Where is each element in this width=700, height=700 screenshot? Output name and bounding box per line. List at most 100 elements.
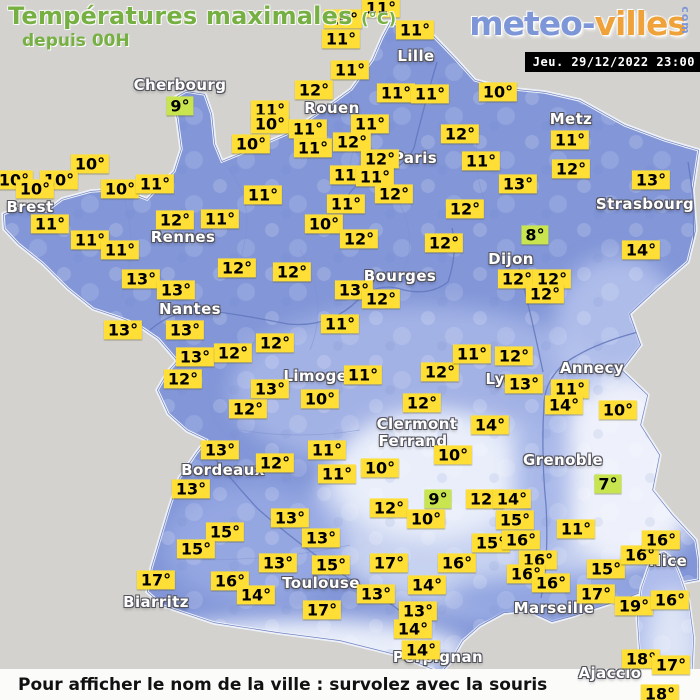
temperature-label[interactable]: 11°: [556, 519, 596, 539]
temperature-label[interactable]: 12°: [497, 269, 537, 289]
temperature-label[interactable]: 13°: [200, 440, 240, 460]
temperature-label[interactable]: 15°: [205, 522, 245, 542]
temperature-label[interactable]: 10°: [300, 389, 340, 409]
temperature-label[interactable]: 10°: [15, 179, 55, 199]
temperature-label[interactable]: 13°: [398, 601, 438, 621]
temperature-label[interactable]: 12°: [339, 229, 379, 249]
temperature-label[interactable]: 11°: [452, 344, 492, 364]
temperature-label[interactable]: 12°: [213, 343, 253, 363]
temperature-label[interactable]: 11°: [317, 464, 357, 484]
temperature-label[interactable]: 11°: [243, 185, 283, 205]
temperature-label[interactable]: 10°: [323, 9, 363, 29]
temperature-label[interactable]: 14°: [492, 489, 532, 509]
temperature-label[interactable]: 11°: [135, 174, 175, 194]
temperature-label[interactable]: 11°: [361, 0, 401, 18]
temperature-label[interactable]: 13°: [631, 170, 671, 190]
temperature-label[interactable]: 16°: [620, 545, 660, 565]
temperature-label[interactable]: 12°: [445, 199, 485, 219]
temperature-label[interactable]: 8°: [521, 225, 549, 245]
temperature-label[interactable]: 13°: [258, 553, 298, 573]
temperature-label[interactable]: 16°: [437, 553, 477, 573]
meteo-villes-logo[interactable]: meteo-villes: [469, 4, 687, 43]
temperature-label[interactable]: 11°: [100, 240, 140, 260]
temperature-label[interactable]: 16°: [641, 530, 681, 550]
temperature-label[interactable]: 11°: [288, 119, 328, 139]
temperature-label[interactable]: 13°: [356, 584, 396, 604]
temperature-label[interactable]: 12°: [255, 453, 295, 473]
temperature-label[interactable]: 14°: [393, 619, 433, 639]
temperature-label[interactable]: 12°: [163, 369, 203, 389]
temperature-label[interactable]: 12°: [255, 333, 295, 353]
temperature-label[interactable]: 10°: [231, 134, 271, 154]
temperature-label[interactable]: 11°: [461, 151, 501, 171]
temperature-label[interactable]: 12°: [440, 124, 480, 144]
temperature-label[interactable]: 11°: [343, 365, 383, 385]
temperature-label[interactable]: 14°: [407, 575, 447, 595]
temperature-label[interactable]: 12°: [551, 159, 591, 179]
temperature-label[interactable]: 12°: [424, 233, 464, 253]
temperature-label[interactable]: 12°: [217, 258, 257, 278]
temperature-label[interactable]: 14°: [401, 640, 441, 660]
temperature-label[interactable]: 13°: [250, 379, 290, 399]
temperature-label[interactable]: 13°: [175, 347, 215, 367]
temperature-label[interactable]: 17°: [576, 584, 616, 604]
temperature-label[interactable]: 10°: [304, 214, 344, 234]
temperature-label[interactable]: 13°: [171, 479, 211, 499]
temperature-label[interactable]: 11°: [30, 214, 70, 234]
temperature-label[interactable]: 16°: [650, 590, 690, 610]
temperature-label[interactable]: 14°: [544, 395, 584, 415]
temperature-label[interactable]: 12°: [228, 399, 268, 419]
temperature-label[interactable]: 16°: [531, 573, 571, 593]
temperature-label[interactable]: 13°: [156, 280, 196, 300]
temperature-label[interactable]: 12°: [361, 289, 401, 309]
temperature-label[interactable]: 12°: [532, 269, 572, 289]
temperature-label[interactable]: 9°: [166, 96, 194, 116]
temperature-label[interactable]: 14°: [470, 415, 510, 435]
temperature-label[interactable]: 15°: [586, 559, 626, 579]
temperature-label[interactable]: 11°: [550, 379, 590, 399]
temperature-label[interactable]: 10°: [433, 445, 473, 465]
temperature-label[interactable]: 11°: [200, 209, 240, 229]
temperature-label[interactable]: 13°: [121, 269, 161, 289]
temperature-label[interactable]: 12°: [402, 393, 442, 413]
temperature-label[interactable]: 17°: [302, 600, 342, 620]
temperature-label[interactable]: 13°: [270, 508, 310, 528]
temperature-label[interactable]: 15°: [176, 539, 216, 559]
temperature-label[interactable]: 10°: [100, 179, 140, 199]
temperature-label[interactable]: 12°: [294, 80, 334, 100]
temperature-label[interactable]: 10°: [478, 82, 518, 102]
temperature-label[interactable]: 12°: [374, 184, 414, 204]
temperature-label[interactable]: 11°: [293, 138, 333, 158]
temperature-label[interactable]: 12°: [525, 284, 565, 304]
temperature-label[interactable]: 12°: [272, 262, 312, 282]
temperature-label[interactable]: 11°: [410, 84, 450, 104]
temperature-label[interactable]: 10°: [70, 154, 110, 174]
temperature-label[interactable]: 18°: [621, 649, 661, 669]
temperature-label[interactable]: 11°: [320, 314, 360, 334]
temperature-label[interactable]: 17°: [369, 553, 409, 573]
temperature-label[interactable]: 12°: [494, 346, 534, 366]
temperature-label[interactable]: 12°: [420, 362, 460, 382]
temperature-label[interactable]: 17°: [651, 655, 691, 675]
temperature-label[interactable]: 12°: [155, 210, 195, 230]
temperature-label[interactable]: 11°: [550, 130, 590, 150]
temperature-label[interactable]: 10°: [250, 114, 290, 134]
temperature-label[interactable]: 16°: [501, 530, 541, 550]
temperature-label[interactable]: 13°: [103, 320, 143, 340]
temperature-label[interactable]: 11°: [376, 83, 416, 103]
temperature-label[interactable]: 12°: [369, 498, 409, 518]
temperature-label[interactable]: 13°: [498, 174, 538, 194]
temperature-label[interactable]: 18°: [640, 684, 680, 700]
temperature-label[interactable]: 15°: [471, 533, 511, 553]
temperature-label[interactable]: 12°: [332, 132, 372, 152]
temperature-label[interactable]: 14°: [621, 240, 661, 260]
temperature-label[interactable]: 11°: [321, 29, 361, 49]
temperature-label[interactable]: 10°: [360, 458, 400, 478]
temperature-label[interactable]: 11°: [355, 167, 395, 187]
temperature-label[interactable]: 11°: [307, 440, 347, 460]
temperature-label[interactable]: 13°: [301, 528, 341, 548]
temperature-label[interactable]: 15°: [495, 510, 535, 530]
temperature-label[interactable]: 9°: [424, 489, 452, 509]
temperature-label[interactable]: 13°: [504, 374, 544, 394]
temperature-label[interactable]: 11°: [326, 194, 366, 214]
